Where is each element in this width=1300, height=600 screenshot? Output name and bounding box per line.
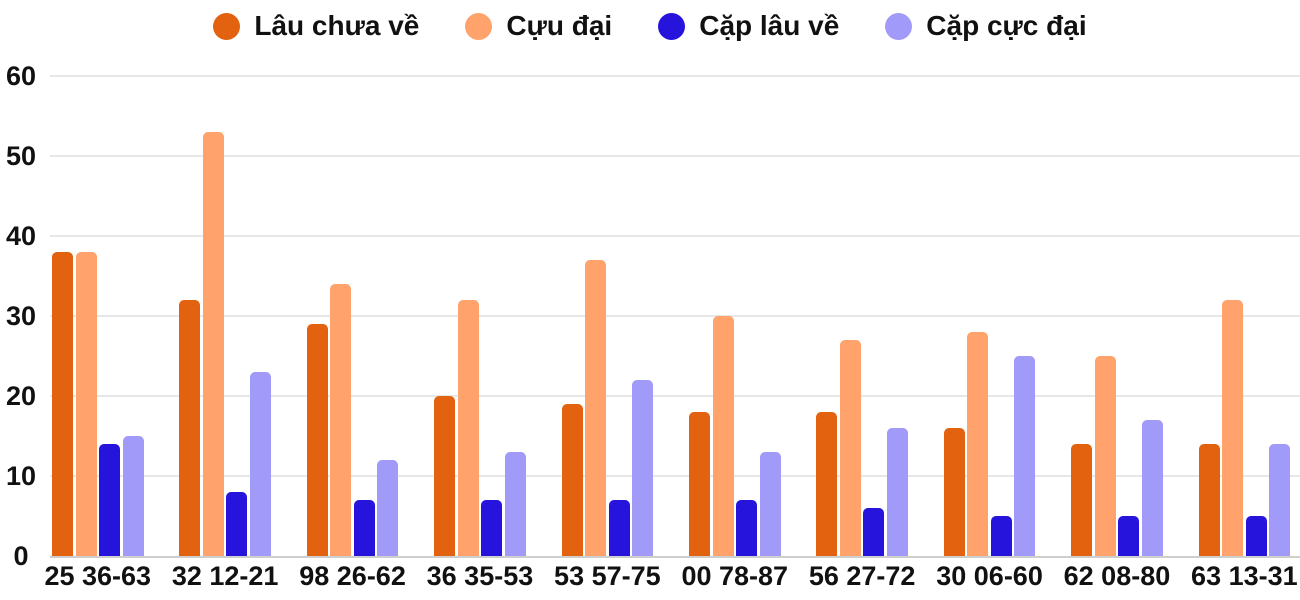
legend-item: Cặp lâu về: [658, 9, 839, 43]
bar-series-2: [712, 316, 734, 556]
bar-series-3: [736, 500, 757, 556]
bar-group: [943, 332, 1036, 556]
y-tick-label: 30: [5, 301, 37, 331]
bar-series-3: [99, 444, 120, 556]
bar-series-1: [179, 300, 201, 556]
bar-series-2: [1094, 356, 1116, 556]
bar-series-4: [249, 372, 271, 556]
x-category-label: 25 36-63: [44, 561, 152, 591]
bar-series-2: [202, 132, 224, 556]
bar-group: [52, 252, 144, 556]
legend-swatch-icon: [885, 12, 913, 40]
bar-series-1: [434, 396, 456, 556]
x-category-label: 00 78-87: [681, 561, 789, 591]
bar-group: [306, 284, 399, 556]
x-category-label: 30 06-60: [936, 561, 1043, 591]
legend-item: Lâu chưa về: [213, 9, 419, 43]
x-category-label: 53 57-75: [554, 561, 661, 591]
bar-series-4: [632, 380, 654, 556]
bar-series-2: [75, 252, 97, 556]
bar-series-4: [377, 460, 399, 556]
bar-series-1: [1198, 444, 1220, 556]
bar-series-1: [52, 252, 73, 556]
bar-series-2: [839, 340, 861, 556]
bar-series-1: [306, 324, 328, 556]
y-tick-label: 60: [5, 61, 37, 91]
legend-item: Cặp cực đại: [885, 9, 1087, 43]
bar-group: [1198, 300, 1291, 556]
bar-series-1: [561, 404, 583, 556]
legend-swatch-icon: [213, 12, 241, 40]
gridline: [50, 475, 1300, 477]
bar-series-2: [1222, 300, 1244, 556]
bar-group: [1071, 356, 1163, 556]
chart-legend: Lâu chưa về Cựu đại Cặp lâu về Cặp cực đại: [0, 4, 1300, 48]
bar-series-2: [585, 260, 607, 556]
bar-series-1: [816, 412, 838, 556]
bar-series-3: [1245, 516, 1267, 556]
gridline: [50, 395, 1300, 397]
bar-group: [689, 316, 781, 556]
x-category-label: 56 27-72: [808, 561, 916, 591]
bar-group: [179, 132, 271, 556]
gridline: [50, 155, 1300, 157]
x-category-label: 63 13-31: [1191, 561, 1298, 591]
y-tick-label: 20: [5, 381, 37, 411]
x-category-label: 98 26-62: [299, 561, 406, 591]
bar-series-4: [122, 436, 144, 556]
y-tick-label: 10: [5, 461, 37, 491]
bar-series-4: [1014, 356, 1036, 556]
gridline: [50, 75, 1300, 77]
bar-series-3: [608, 500, 630, 556]
legend-label: Lâu chưa về: [254, 10, 420, 41]
x-category-label: 62 08-80: [1063, 561, 1171, 591]
plot-area: [50, 75, 1300, 558]
bar-series-4: [759, 452, 781, 556]
bar-group: [434, 300, 526, 556]
gridline: [50, 315, 1300, 317]
bar-series-3: [990, 516, 1012, 556]
bar-series-3: [481, 500, 503, 556]
bar-series-1: [1071, 444, 1093, 556]
bar-series-1: [943, 428, 965, 556]
legend-label: Cựu đại: [506, 10, 613, 41]
legend-swatch-icon: [658, 12, 686, 40]
bar-series-4: [886, 428, 908, 556]
legend-label: Cặp lâu về: [699, 10, 840, 41]
bar-series-4: [1269, 444, 1291, 556]
legend-swatch-icon: [465, 12, 493, 40]
bar-series-4: [504, 452, 526, 556]
bar-series-3: [1118, 516, 1140, 556]
legend-label: Cặp cực đại: [926, 10, 1087, 41]
x-category-label: 36 35-53: [426, 561, 534, 591]
bar-group: [561, 260, 654, 556]
y-tick-label: 40: [5, 221, 37, 251]
legend-item: Cựu đại: [465, 9, 612, 43]
bar-series-3: [353, 500, 375, 556]
bar-series-2: [967, 332, 989, 556]
gridline: [50, 235, 1300, 237]
bar-series-2: [330, 284, 352, 556]
x-category-label: 32 12-21: [171, 561, 279, 591]
bar-group: [816, 340, 908, 556]
bar-series-3: [226, 492, 248, 556]
bar-series-1: [689, 412, 710, 556]
y-tick-label: 50: [5, 141, 37, 171]
bar-series-3: [863, 508, 885, 556]
bar-series-2: [457, 300, 479, 556]
y-tick-label: 0: [13, 541, 29, 571]
bar-series-4: [1141, 420, 1163, 556]
